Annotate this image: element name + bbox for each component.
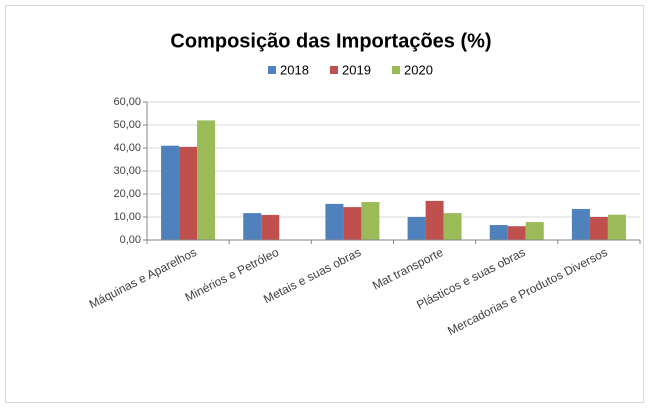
y-tick-label: 30,00 <box>113 165 141 177</box>
legend-label: 2020 <box>404 62 433 77</box>
legend-label: 2019 <box>342 62 371 77</box>
bar <box>197 120 216 240</box>
bar <box>443 213 462 240</box>
y-tick-label: 20,00 <box>113 188 141 200</box>
bar <box>261 214 280 240</box>
y-tick-label: 10,00 <box>113 211 141 223</box>
bar <box>525 222 544 240</box>
chart-title: Composição das Importações (%) <box>170 30 491 52</box>
bar <box>507 226 526 240</box>
bar <box>361 202 380 240</box>
bar <box>607 214 626 240</box>
y-tick-label: 0,00 <box>120 234 141 246</box>
chart-frame <box>5 5 644 403</box>
bar <box>243 213 262 240</box>
bar <box>343 207 362 240</box>
y-tick-label: 60,00 <box>113 96 141 108</box>
bar <box>425 200 444 240</box>
bar <box>571 208 590 240</box>
bar <box>489 225 508 240</box>
bar <box>589 217 608 240</box>
legend-swatch <box>330 66 338 74</box>
legend-swatch <box>268 66 276 74</box>
bar <box>325 203 344 240</box>
y-tick-label: 40,00 <box>113 142 141 154</box>
y-tick-label: 50,00 <box>113 119 141 131</box>
bar <box>161 145 180 240</box>
legend-label: 2018 <box>280 62 309 77</box>
bar <box>179 146 198 240</box>
bar <box>407 217 426 240</box>
legend-swatch <box>392 66 400 74</box>
